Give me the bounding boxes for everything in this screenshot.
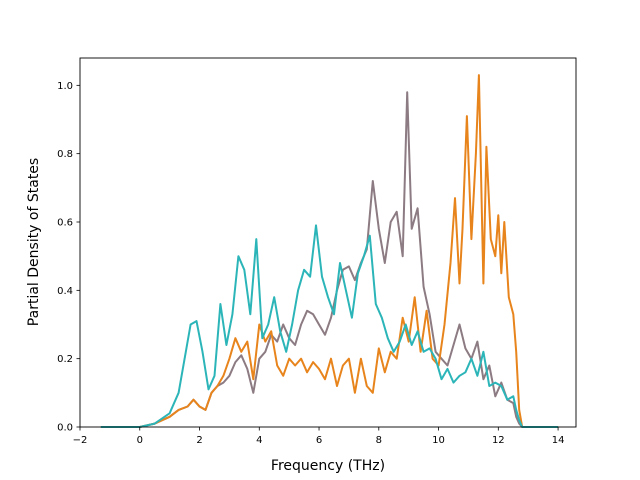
x-tick-label: 10 xyxy=(432,435,445,446)
x-tick-label: 0 xyxy=(137,435,143,446)
y-axis-label: Partial Density of States xyxy=(26,158,42,326)
series-line-3 xyxy=(100,224,559,428)
y-tick-label: 1.0 xyxy=(57,81,73,92)
series-layer xyxy=(100,74,559,428)
x-tick-label: 4 xyxy=(256,435,262,446)
y-tick-label: 0.4 xyxy=(57,286,73,297)
x-tick-label: −2 xyxy=(73,435,88,446)
x-tick-label: 12 xyxy=(492,435,505,446)
y-tick-label: 0.6 xyxy=(57,218,73,229)
plot-frame xyxy=(79,57,577,428)
x-tick-label: 6 xyxy=(316,435,322,446)
y-tick-label: 0.2 xyxy=(57,354,73,365)
y-tick-label: 0.0 xyxy=(57,423,73,434)
series-line-1 xyxy=(100,91,559,428)
x-tick-label: 14 xyxy=(552,435,565,446)
y-tick-label: 0.8 xyxy=(57,149,73,160)
series-line-2 xyxy=(100,74,559,428)
x-tick-label: 8 xyxy=(376,435,382,446)
x-tick-label: 2 xyxy=(196,435,202,446)
x-axis: −2 0 2 4 6 8 10 12 14 xyxy=(73,427,565,446)
y-axis: 0.0 0.2 0.4 0.6 0.8 1.0 xyxy=(57,81,80,434)
x-axis-label: Frequency (THz) xyxy=(271,458,385,474)
